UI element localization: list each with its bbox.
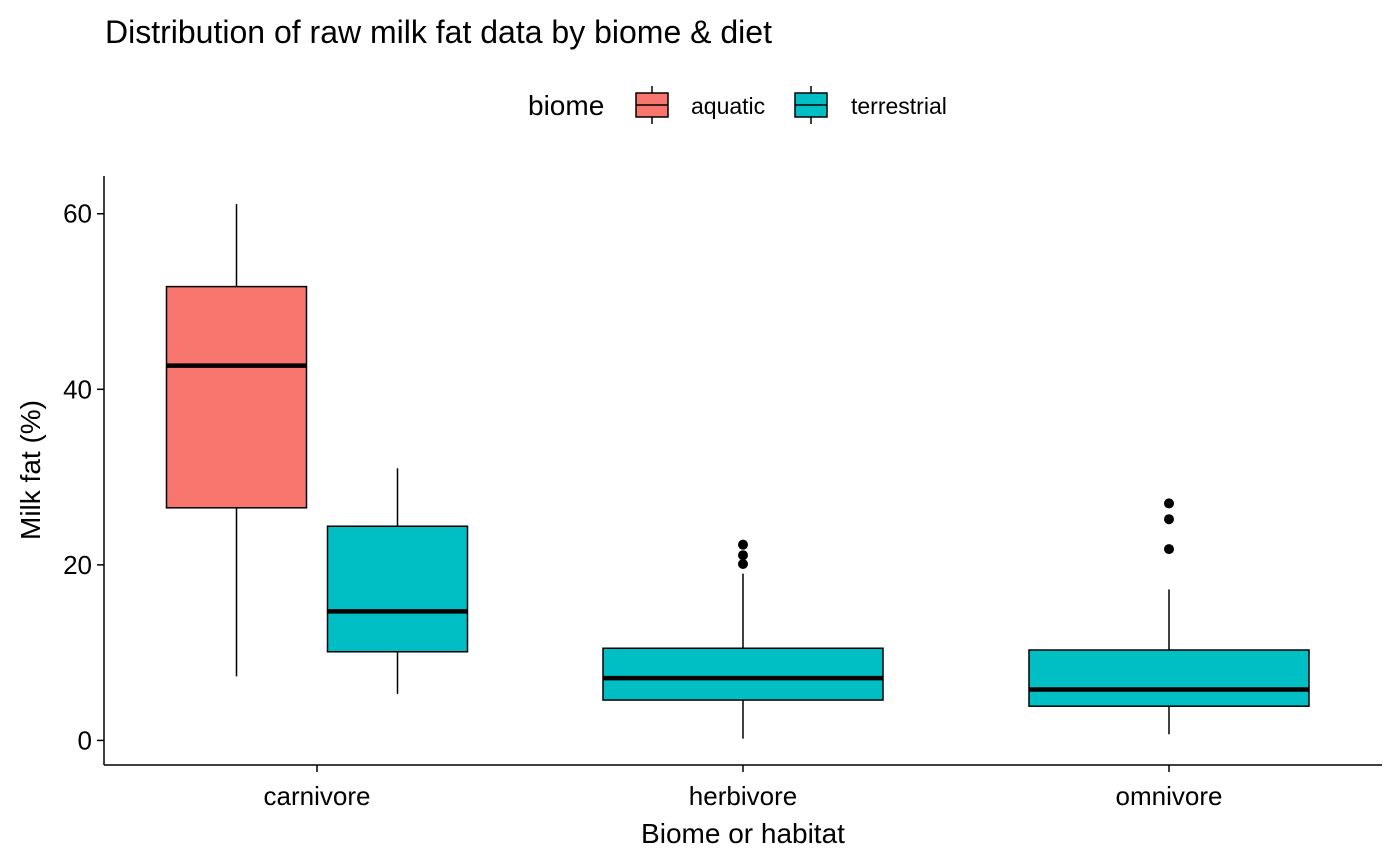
outlier-point: [738, 550, 748, 561]
chart-title: Distribution of raw milk fat data by bio…: [105, 14, 772, 50]
x-tick-label: carnivore: [264, 781, 371, 811]
y-axis-title: Milk fat (%): [15, 400, 46, 540]
legend-label-aquatic: aquatic: [691, 93, 765, 119]
y-tick-label: 20: [63, 550, 92, 580]
y-tick-label: 40: [63, 374, 92, 404]
outlier-point: [1164, 498, 1174, 509]
box-omnivore-terrestrial: [1028, 498, 1310, 735]
legend: biome aquatic terrestrial: [528, 86, 947, 124]
x-axis-title: Biome or habitat: [641, 818, 845, 849]
outlier-point: [738, 539, 748, 550]
outlier-point: [1164, 544, 1174, 555]
x-tick-label: omnivore: [1116, 781, 1223, 811]
y-tick-label: 60: [63, 199, 92, 229]
y-tick-label: 0: [78, 725, 92, 755]
outlier-point: [1164, 514, 1174, 525]
box-body: [326, 525, 469, 653]
box-herbivore-terrestrial: [602, 539, 884, 739]
box-body: [165, 285, 308, 509]
outlier-point: [738, 558, 748, 569]
legend-label-terrestrial: terrestrial: [851, 93, 947, 119]
axes: 0 20 40 60 carnivore herbivore omnivore: [63, 176, 1382, 811]
box-carnivore-aquatic: [165, 204, 308, 677]
box-carnivore-terrestrial: [326, 468, 469, 694]
x-tick-label: herbivore: [689, 781, 797, 811]
legend-key-terrestrial: terrestrial: [794, 86, 947, 124]
box-body: [1028, 649, 1310, 707]
legend-title: biome: [528, 90, 604, 121]
box-body: [602, 647, 884, 701]
legend-key-aquatic: aquatic: [635, 86, 765, 124]
boxes: [165, 204, 1310, 739]
